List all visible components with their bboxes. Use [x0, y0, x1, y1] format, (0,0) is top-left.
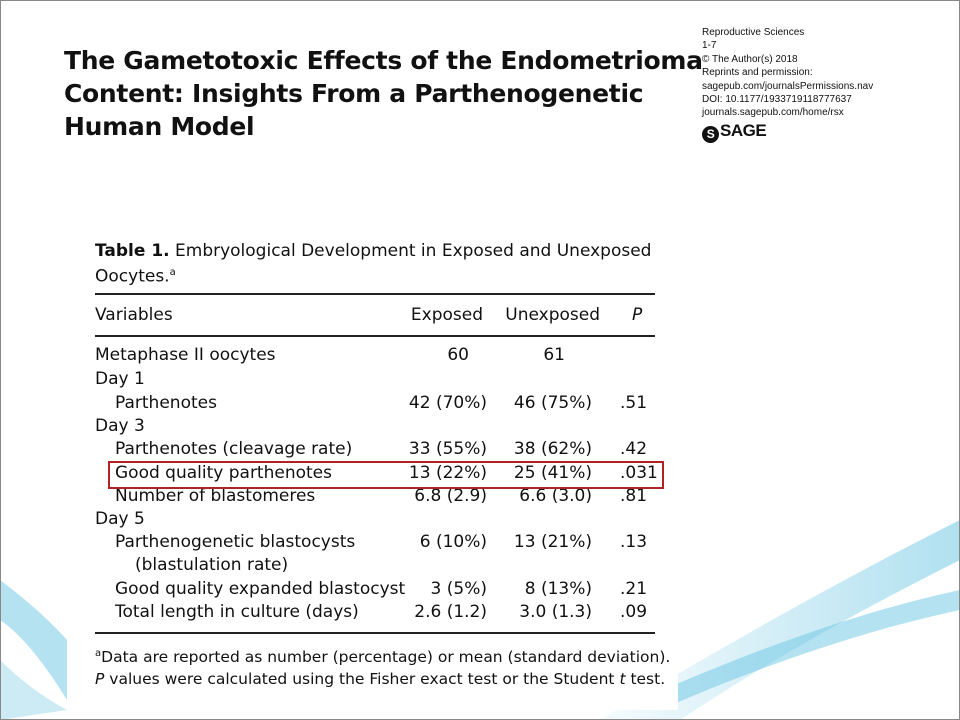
highlight-box [108, 461, 664, 489]
journal-link[interactable]: journals.sagepub.com/home/rsx [702, 107, 844, 119]
cell-unexposed: 13 (21%) [513, 532, 592, 552]
cell-p: .81 [620, 486, 648, 506]
table-row: Good quality parthenotes 13 (22%) 25 (41%)… [95, 462, 658, 485]
footnote-line: values were calculated using the Fisher … [104, 670, 620, 689]
cell-p: .13 [620, 532, 648, 552]
row-label: Parthenotes [115, 393, 217, 413]
table-panel [67, 225, 678, 710]
footnote-t: t [619, 670, 626, 689]
row-label: Parthenotes (cleavage rate) [115, 439, 353, 459]
row-label: (blastulation rate) [135, 555, 289, 575]
footnote-p: P [95, 670, 105, 689]
table-row: (blastulation rate) [95, 554, 655, 577]
cell-p: .21 [620, 579, 648, 599]
col-exposed: Exposed [410, 305, 483, 325]
table-header: Variables Exposed Unexposed P [95, 304, 655, 327]
table-row: Day 5 [95, 508, 655, 531]
journal-meta: Reproductive Sciences 1-7 © The Author(s… [702, 26, 873, 143]
table-row: Good quality expanded blastocyst 3 (5%) 8 … [95, 578, 655, 601]
row-label: Number of blastomeres [115, 486, 316, 506]
table-row: Parthenogenetic blastocysts 6 (10%) 13 (21… [95, 531, 655, 554]
logo-text: SAGE [720, 120, 767, 140]
cell-p: .09 [620, 602, 648, 622]
pages: 1-7 [702, 40, 717, 52]
table-row: Number of blastomeres 6.8 (2.9) 6.6 (3.0).… [95, 485, 655, 508]
article-title: The Gametotoxic Effects of the Endometri… [64, 44, 703, 143]
cell-unexposed: 6.6 (3.0) [519, 486, 592, 506]
cell-exposed: 42 (70%) [408, 393, 487, 413]
cell-exposed: 6.8 (2.9) [414, 486, 487, 506]
table-row: Day 3 [95, 415, 655, 438]
cell-exposed: 33 (55%) [408, 439, 487, 459]
cell-unexposed: 38 (62%) [513, 439, 592, 459]
cell-exposed: 13 (22%) [408, 463, 487, 483]
sage-s-icon: S [702, 125, 719, 143]
row-label: Day 5 [95, 509, 145, 529]
title-line: The Gametotoxic Effects of the Endometri… [64, 46, 703, 75]
cell-unexposed: 61 [543, 345, 565, 365]
sage-logo: S SAGE [702, 120, 873, 143]
footnote-sup: a [95, 648, 102, 659]
footnote-line: test. [625, 670, 666, 689]
table-header-rule [95, 335, 655, 337]
cell-unexposed: 8 (13%) [524, 579, 592, 599]
table-row: Total length in culture (days) 2.6 (1.2) 3… [95, 601, 655, 624]
cell-unexposed: 3.0 (1.3) [519, 602, 592, 622]
row-label: Good quality expanded blastocyst [115, 579, 406, 599]
footnote-line: Data are reported as number (percentage)… [101, 648, 671, 667]
col-variables: Variables [95, 305, 173, 325]
caption-sup: a [169, 267, 176, 278]
cell-unexposed: 25 (41%) [513, 463, 592, 483]
table-row: Parthenotes (cleavage rate) 33 (55%) 38 (6… [95, 438, 655, 461]
table-bottom-rule [95, 632, 655, 634]
cell-exposed: 2.6 (1.2) [414, 602, 487, 622]
cell-p: .42 [620, 439, 648, 459]
cell-exposed: 60 [447, 345, 469, 365]
row-label: Parthenogenetic blastocysts [115, 532, 356, 552]
journal-name: Reproductive Sciences [702, 27, 805, 38]
reprints: Reprints and permission: [702, 67, 813, 79]
cell-exposed: 6 (10%) [419, 532, 487, 552]
row-label: Total length in culture (days) [115, 602, 359, 622]
row-label: Day 3 [95, 416, 145, 436]
col-unexposed: Unexposed [505, 305, 600, 325]
table-row: Metaphase II oocytes 60 61 [95, 344, 655, 367]
caption-text: Embryological Development in Exposed and… [169, 241, 652, 261]
cell-p: .51 [620, 393, 648, 413]
doi: DOI: 10.1177/1933719118777637 [702, 94, 852, 106]
cell-p: .031 [620, 463, 658, 483]
cell-unexposed: 46 (75%) [513, 393, 592, 413]
table-caption: Table 1. Embryological Development in Ex… [95, 240, 655, 288]
table-row: Parthenotes 42 (70%) 46 (75%) .51 [95, 392, 655, 415]
table-top-rule [95, 293, 655, 295]
caption-text: Oocytes. [95, 266, 170, 287]
cell-exposed: 3 (5%) [430, 579, 487, 599]
row-label: Metaphase II oocytes [95, 345, 276, 365]
table-row: Day 1 [95, 368, 655, 391]
title-line: Human Model [64, 112, 255, 141]
col-p: P [632, 305, 643, 325]
title-line: Content: Insights From a Parthenogenetic [64, 79, 644, 108]
copyright: © The Author(s) 2018 [702, 53, 798, 65]
table-footnote: aData are reported as number (percentage… [95, 643, 675, 690]
row-label: Good quality parthenotes [115, 463, 332, 483]
permissions-link[interactable]: sagepub.com/journalsPermissions.nav [702, 80, 874, 92]
row-label: Day 1 [95, 369, 145, 389]
caption-label: Table 1. [95, 241, 170, 261]
